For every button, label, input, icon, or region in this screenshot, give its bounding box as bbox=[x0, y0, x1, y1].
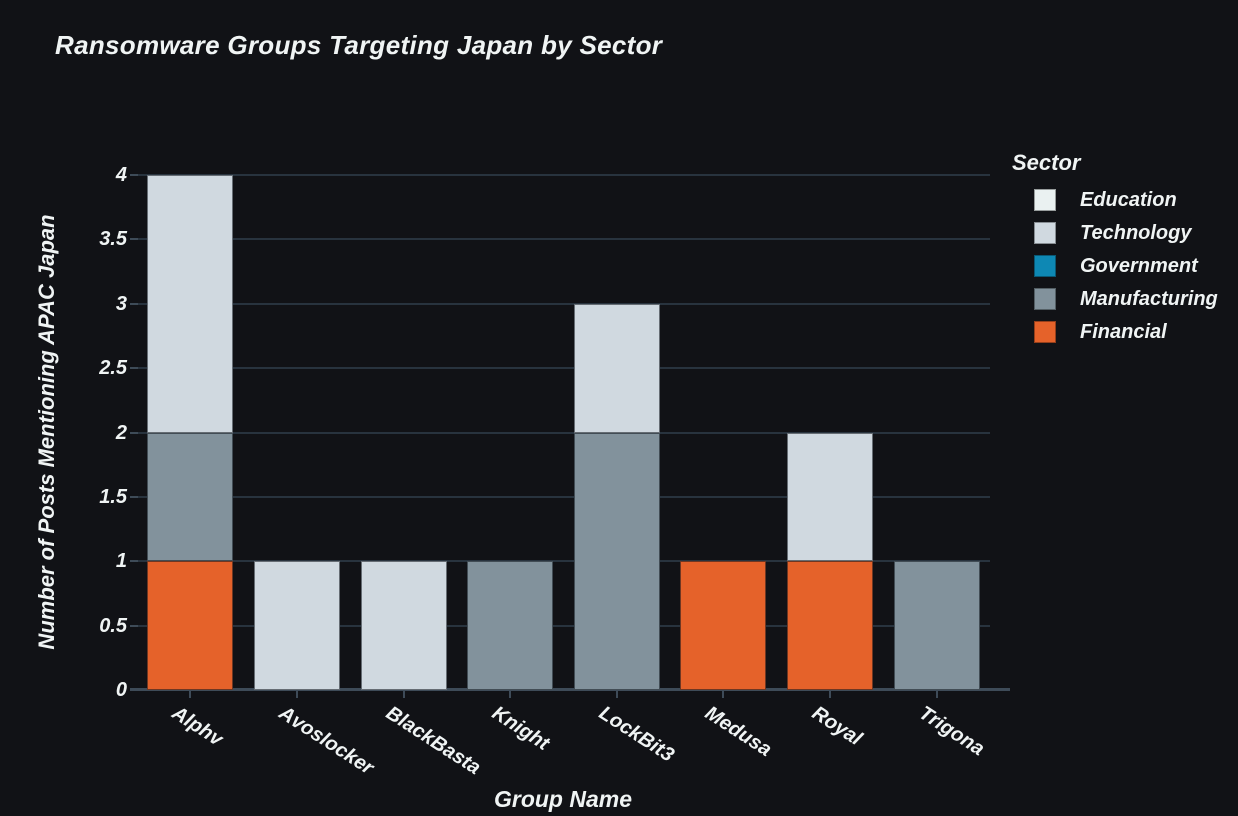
y-tick-mark-2.5 bbox=[130, 367, 138, 370]
legend-items: Education Technology Government Manufacturi… bbox=[1010, 189, 1218, 343]
bar-royal-technology bbox=[787, 432, 874, 562]
y-tick-label-2.5: 2.5 bbox=[99, 357, 127, 380]
gridline-y-3 bbox=[137, 302, 990, 305]
y-tick-mark-0.5 bbox=[130, 624, 138, 627]
gridline-y-2 bbox=[137, 431, 990, 434]
y-tick-mark-3 bbox=[130, 302, 138, 305]
plot-area bbox=[130, 174, 1010, 691]
bar-lockbit3-technology bbox=[573, 303, 660, 433]
legend-label-manufacturing: Manufacturing bbox=[1080, 288, 1218, 310]
legend-swatch-technology bbox=[1034, 222, 1056, 244]
y-tick-label-1.5: 1.5 bbox=[99, 485, 127, 508]
y-tick-label-3.5: 3.5 bbox=[99, 228, 127, 251]
bar-trigona-manufacturing bbox=[893, 561, 980, 690]
gridline-y-0.5 bbox=[137, 624, 990, 627]
gridline-y-4 bbox=[137, 174, 990, 176]
bar-alphv-manufacturing bbox=[147, 432, 234, 562]
x-tick-label-knight: Knight bbox=[488, 702, 554, 755]
gridline-y-3.5 bbox=[137, 238, 990, 241]
gridline-y-1 bbox=[137, 560, 990, 563]
y-tick-mark-2 bbox=[130, 431, 138, 434]
legend-label-education: Education bbox=[1080, 189, 1177, 211]
bar-blackbasta-technology bbox=[360, 561, 447, 690]
y-tick-label-3: 3 bbox=[115, 292, 127, 315]
x-tick-mark-trigona bbox=[935, 691, 938, 698]
legend-item-manufacturing[interactable]: Manufacturing bbox=[1034, 288, 1218, 310]
legend-swatch-manufacturing bbox=[1034, 288, 1056, 310]
x-tick-label-lockbit3: LockBit3 bbox=[594, 702, 678, 767]
legend: Sector Education Technology Government Manu… bbox=[1010, 150, 1218, 354]
y-tick-label-4: 4 bbox=[115, 164, 127, 186]
y-tick-mark-1 bbox=[130, 560, 138, 563]
x-tick-mark-royal bbox=[829, 691, 832, 698]
x-tick-mark-avoslocker bbox=[295, 691, 298, 698]
x-tick-label-trigona: Trigona bbox=[914, 702, 988, 761]
y-tick-label-0.5: 0.5 bbox=[99, 614, 127, 637]
x-tick-mark-medusa bbox=[722, 691, 725, 698]
x-tick-label-avoslocker: Avoslocker bbox=[274, 702, 378, 780]
bar-knight-manufacturing bbox=[467, 561, 554, 690]
legend-item-financial[interactable]: Financial bbox=[1034, 321, 1218, 343]
bar-alphv-technology bbox=[147, 175, 234, 433]
y-tick-label-1: 1 bbox=[115, 550, 127, 573]
legend-item-government[interactable]: Government bbox=[1034, 255, 1218, 277]
gridline-y-1.5 bbox=[137, 495, 990, 498]
x-tick-label-medusa: Medusa bbox=[701, 702, 776, 762]
y-tick-label-0: 0 bbox=[115, 679, 127, 701]
x-tick-mark-blackbasta bbox=[402, 691, 405, 698]
y-tick-label-2: 2 bbox=[115, 421, 127, 444]
bar-lockbit3-manufacturing bbox=[573, 432, 660, 690]
gridline-y-2.5 bbox=[137, 367, 990, 370]
bar-alphv-financial bbox=[147, 561, 234, 690]
legend-label-financial: Financial bbox=[1080, 321, 1167, 343]
x-tick-mark-knight bbox=[509, 691, 512, 698]
x-tick-label-royal: Royal bbox=[808, 702, 866, 751]
legend-label-government: Government bbox=[1080, 255, 1198, 277]
legend-label-technology: Technology bbox=[1080, 222, 1192, 244]
legend-swatch-financial bbox=[1034, 321, 1056, 343]
bar-avoslocker-technology bbox=[253, 561, 340, 690]
bar-royal-financial bbox=[787, 561, 874, 690]
x-axis-line bbox=[130, 688, 1010, 691]
x-tick-label-alphv: Alphv bbox=[168, 702, 227, 751]
y-tick-mark-1.5 bbox=[130, 495, 138, 498]
y-tick-mark-3.5 bbox=[130, 238, 138, 241]
x-tick-mark-lockbit3 bbox=[615, 691, 618, 698]
legend-title: Sector bbox=[1012, 150, 1081, 175]
x-tick-mark-alphv bbox=[189, 691, 192, 698]
y-tick-mark-0 bbox=[130, 689, 138, 691]
x-tick-label-blackbasta: BlackBasta bbox=[381, 702, 485, 780]
legend-item-technology[interactable]: Technology bbox=[1034, 222, 1218, 244]
chart-title: Ransomware Groups Targeting Japan by Sec… bbox=[55, 30, 663, 60]
legend-item-education[interactable]: Education bbox=[1034, 189, 1218, 211]
y-tick-mark-4 bbox=[130, 174, 138, 176]
legend-swatch-education bbox=[1034, 189, 1056, 211]
legend-swatch-government bbox=[1034, 255, 1056, 277]
x-axis-title: Group Name bbox=[493, 786, 633, 812]
bar-medusa-financial bbox=[680, 561, 767, 690]
